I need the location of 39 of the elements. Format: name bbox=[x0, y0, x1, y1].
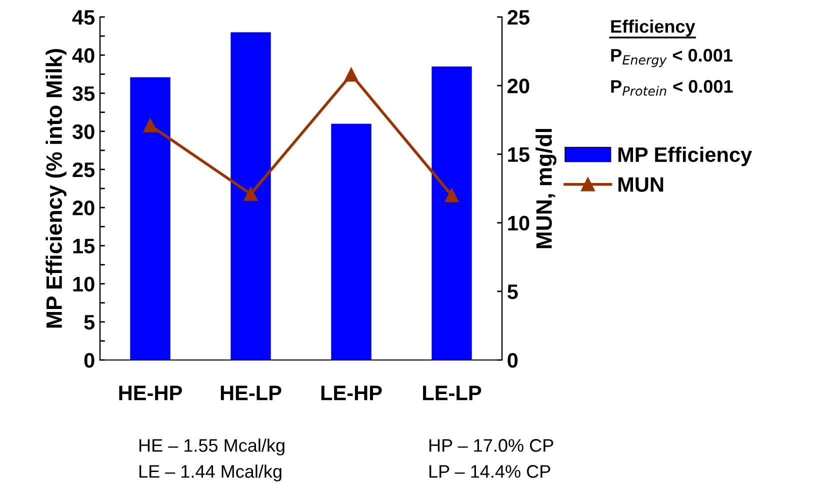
point bbox=[244, 187, 258, 201]
legend-label: MP Efficiency bbox=[618, 146, 752, 166]
y2-tick-label: 10 bbox=[508, 216, 530, 231]
y-tick-label: 25 bbox=[72, 162, 95, 178]
bar bbox=[130, 77, 170, 360]
y2-tick-label: 0 bbox=[508, 353, 518, 368]
y-tick-label: 5 bbox=[84, 315, 95, 330]
y2-tick-label: 20 bbox=[508, 78, 530, 94]
text: P$_{Protein}$ < 0.001 bbox=[611, 80, 733, 96]
point bbox=[444, 188, 459, 202]
y-tick-label: 30 bbox=[72, 124, 94, 140]
point bbox=[143, 118, 158, 132]
bar bbox=[230, 32, 271, 360]
text: Efficiency bbox=[611, 20, 696, 36]
y-tick-label: 20 bbox=[72, 200, 94, 216]
text: HP – 17.0% CP bbox=[429, 439, 554, 452]
legend-label: MUN bbox=[618, 177, 664, 192]
x-tick-label: HE-HP bbox=[119, 386, 182, 400]
y-tick-label: 45 bbox=[72, 10, 95, 25]
y-tick-label: 40 bbox=[72, 48, 94, 63]
text: LP – 14.4% CP bbox=[429, 465, 550, 478]
y2-tick-label: 15 bbox=[508, 147, 530, 162]
x-tick-label: LE-LP bbox=[423, 386, 482, 400]
x-tick-label: HE-LP bbox=[220, 386, 282, 400]
x-tick-label: LE-HP bbox=[321, 386, 382, 400]
text: LE – 1.44 Mcal/kg bbox=[139, 464, 282, 482]
y2-axis-title: MUN, mg/dl bbox=[536, 128, 556, 248]
point bbox=[344, 68, 358, 82]
y-tick-label: 35 bbox=[72, 86, 95, 102]
text: P$_{Energy}$ < 0.001 bbox=[611, 48, 732, 68]
y2-tick-label: 5 bbox=[508, 284, 518, 300]
y-tick-label: 0 bbox=[84, 353, 94, 368]
y2-tick-label: 25 bbox=[508, 10, 530, 25]
y-axis-title: MP Efficiency (% into Milk) bbox=[46, 49, 66, 328]
y-tick-label: 10 bbox=[73, 276, 94, 292]
bar bbox=[432, 66, 472, 360]
bar bbox=[331, 124, 372, 360]
text: HE – 1.55 Mcal/kg bbox=[139, 438, 284, 456]
y-tick-label: 15 bbox=[73, 238, 95, 254]
